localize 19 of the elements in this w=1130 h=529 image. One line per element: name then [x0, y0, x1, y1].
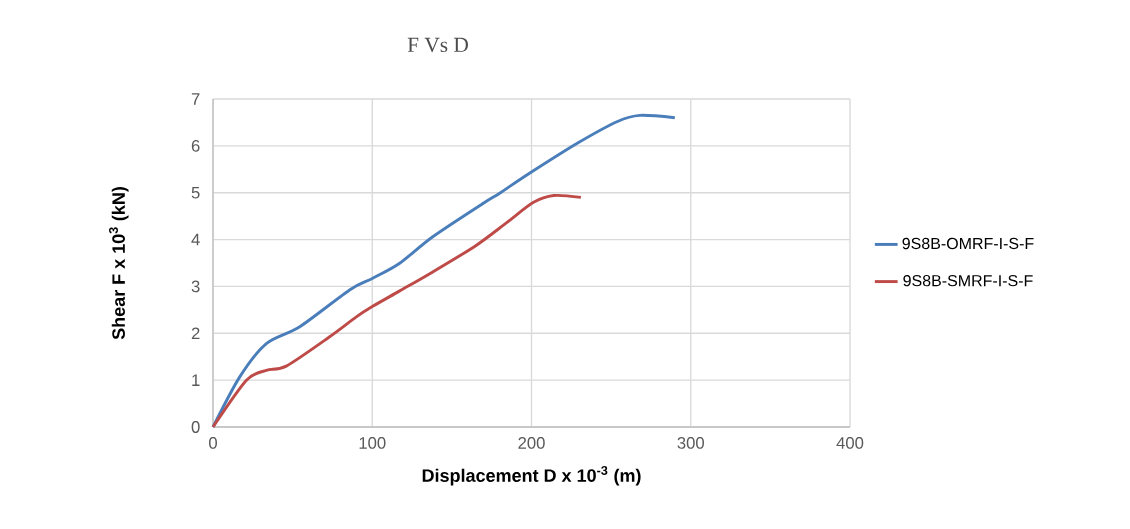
y-tick-label: 2: [191, 327, 200, 340]
y-tick-label: 3: [191, 280, 200, 293]
x-tick-label: 400: [836, 437, 864, 449]
x-tick-label: 200: [518, 437, 545, 449]
y-tick-label: 0: [191, 421, 200, 433]
legend-label: 9S8B-SMRF-I-S-F: [903, 275, 1033, 287]
chart-title: F Vs D: [407, 37, 468, 53]
y-tick-label: 6: [191, 139, 200, 152]
x-axis-title: Displacement D x 10$^{-3}$ (m): [422, 465, 641, 486]
line-series: [211, 193, 583, 429]
y-axis-title: Shear F x 10$^{3}$ (kN): [109, 187, 129, 340]
legend-label: 9S8B-OMRF-I-S-F: [902, 237, 1034, 250]
y-tick-label: 7: [191, 93, 200, 105]
y-tick-label: 4: [191, 233, 200, 246]
y-tick-label: 5: [191, 186, 200, 199]
x-tick-label: 100: [359, 437, 386, 449]
x-tick-label: 0: [209, 437, 217, 449]
y-tick-label: 1: [192, 374, 200, 386]
x-tick-label: 300: [677, 437, 704, 449]
